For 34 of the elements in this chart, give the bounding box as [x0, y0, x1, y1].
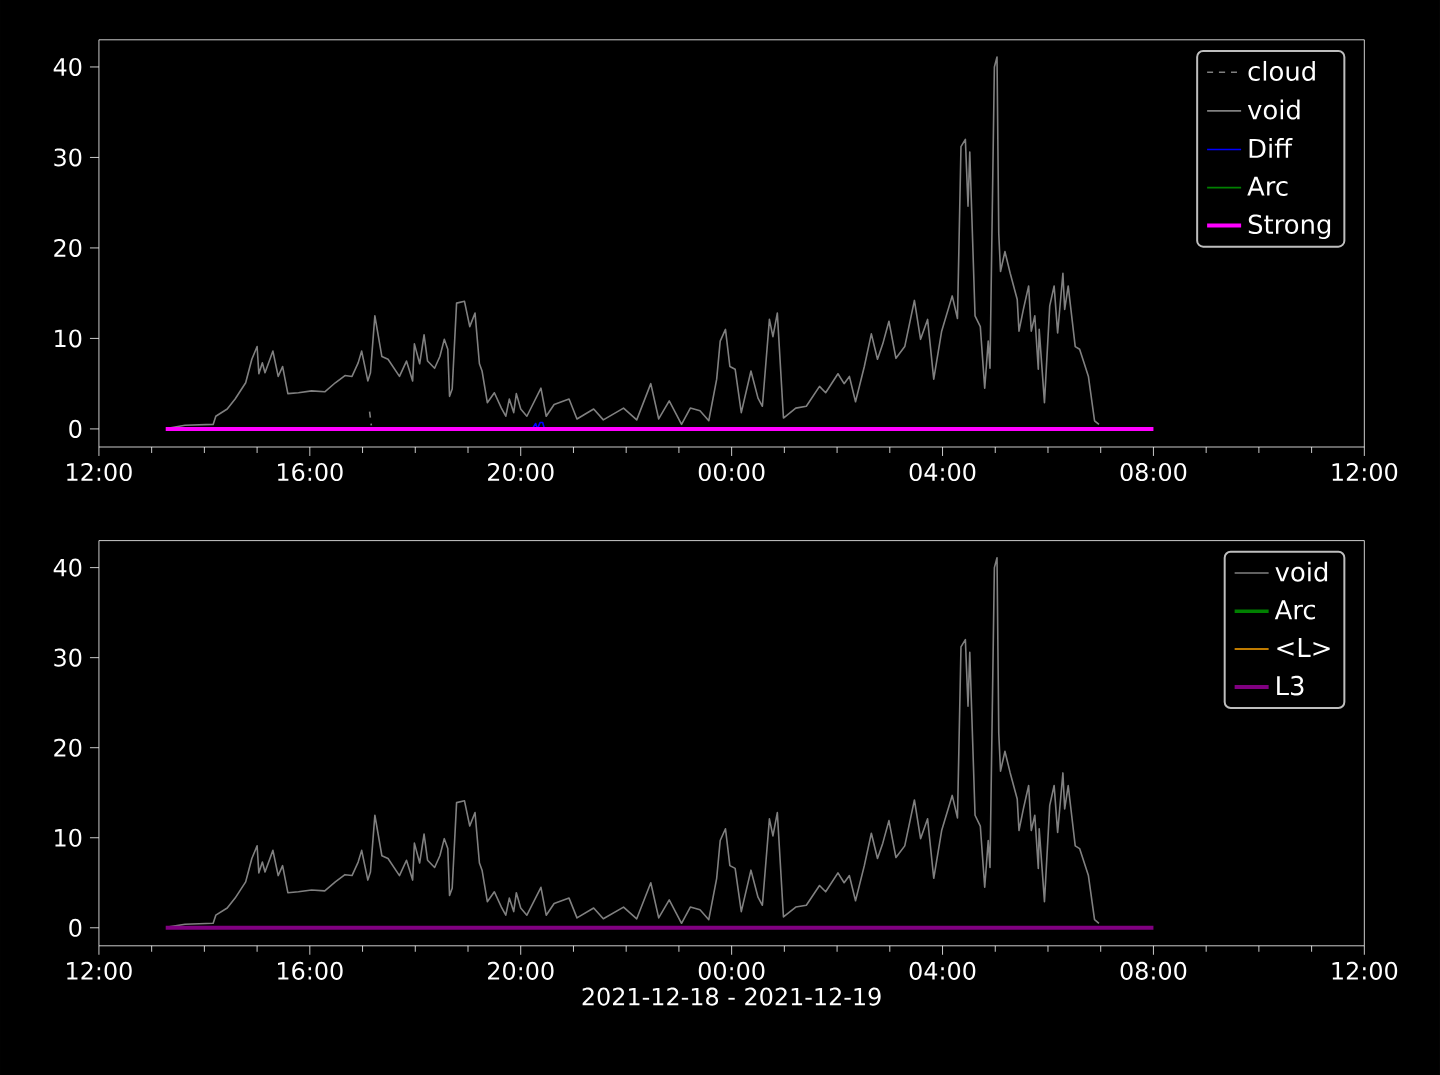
x-tick-label: 16:00 — [278, 462, 343, 481]
y-tick-label: 0 — [69, 918, 82, 937]
legend-label: Diff — [1249, 137, 1293, 158]
y-tick-label: 0 — [69, 419, 82, 438]
y-tick-label: 10 — [55, 329, 82, 348]
legend-label: Arc — [1247, 176, 1288, 196]
x-tick-label: 04:00 — [909, 961, 976, 980]
legend-label: cloud — [1248, 60, 1315, 81]
x-tick-label: 00:00 — [698, 462, 765, 481]
legend-label: <L> — [1277, 637, 1330, 657]
x-tick-label: 12:00 — [67, 961, 132, 980]
y-tick-label: 20 — [54, 238, 82, 257]
y-tick-label: 30 — [54, 648, 82, 667]
legend-label: Strong — [1248, 214, 1331, 239]
x-tick-label: 08:00 — [1120, 462, 1187, 481]
x-tick-label: 12:00 — [1332, 462, 1398, 481]
x-axis-title: 2021-12-18 - 2021-12-19 — [582, 987, 881, 1006]
legend-label: L3 — [1277, 675, 1304, 696]
y-tick-label: 40 — [53, 558, 82, 577]
y-tick-label: 20 — [54, 738, 82, 757]
x-tick-label: 08:00 — [1120, 961, 1187, 980]
x-tick-label: 04:00 — [909, 462, 976, 481]
y-tick-label: 30 — [54, 148, 82, 167]
x-tick-label: 20:00 — [488, 961, 554, 980]
y-tick-label: 10 — [55, 828, 82, 847]
legend-label: void — [1275, 561, 1328, 582]
x-tick-label: 00:00 — [698, 961, 765, 980]
y-tick-label: 40 — [53, 57, 82, 76]
x-tick-label: 12:00 — [67, 462, 132, 481]
legend-label: void — [1247, 99, 1300, 120]
x-tick-label: 12:00 — [1332, 961, 1398, 980]
legend-label: Arc — [1274, 600, 1315, 620]
x-tick-label: 20:00 — [488, 462, 554, 481]
x-tick-label: 16:00 — [278, 961, 343, 980]
